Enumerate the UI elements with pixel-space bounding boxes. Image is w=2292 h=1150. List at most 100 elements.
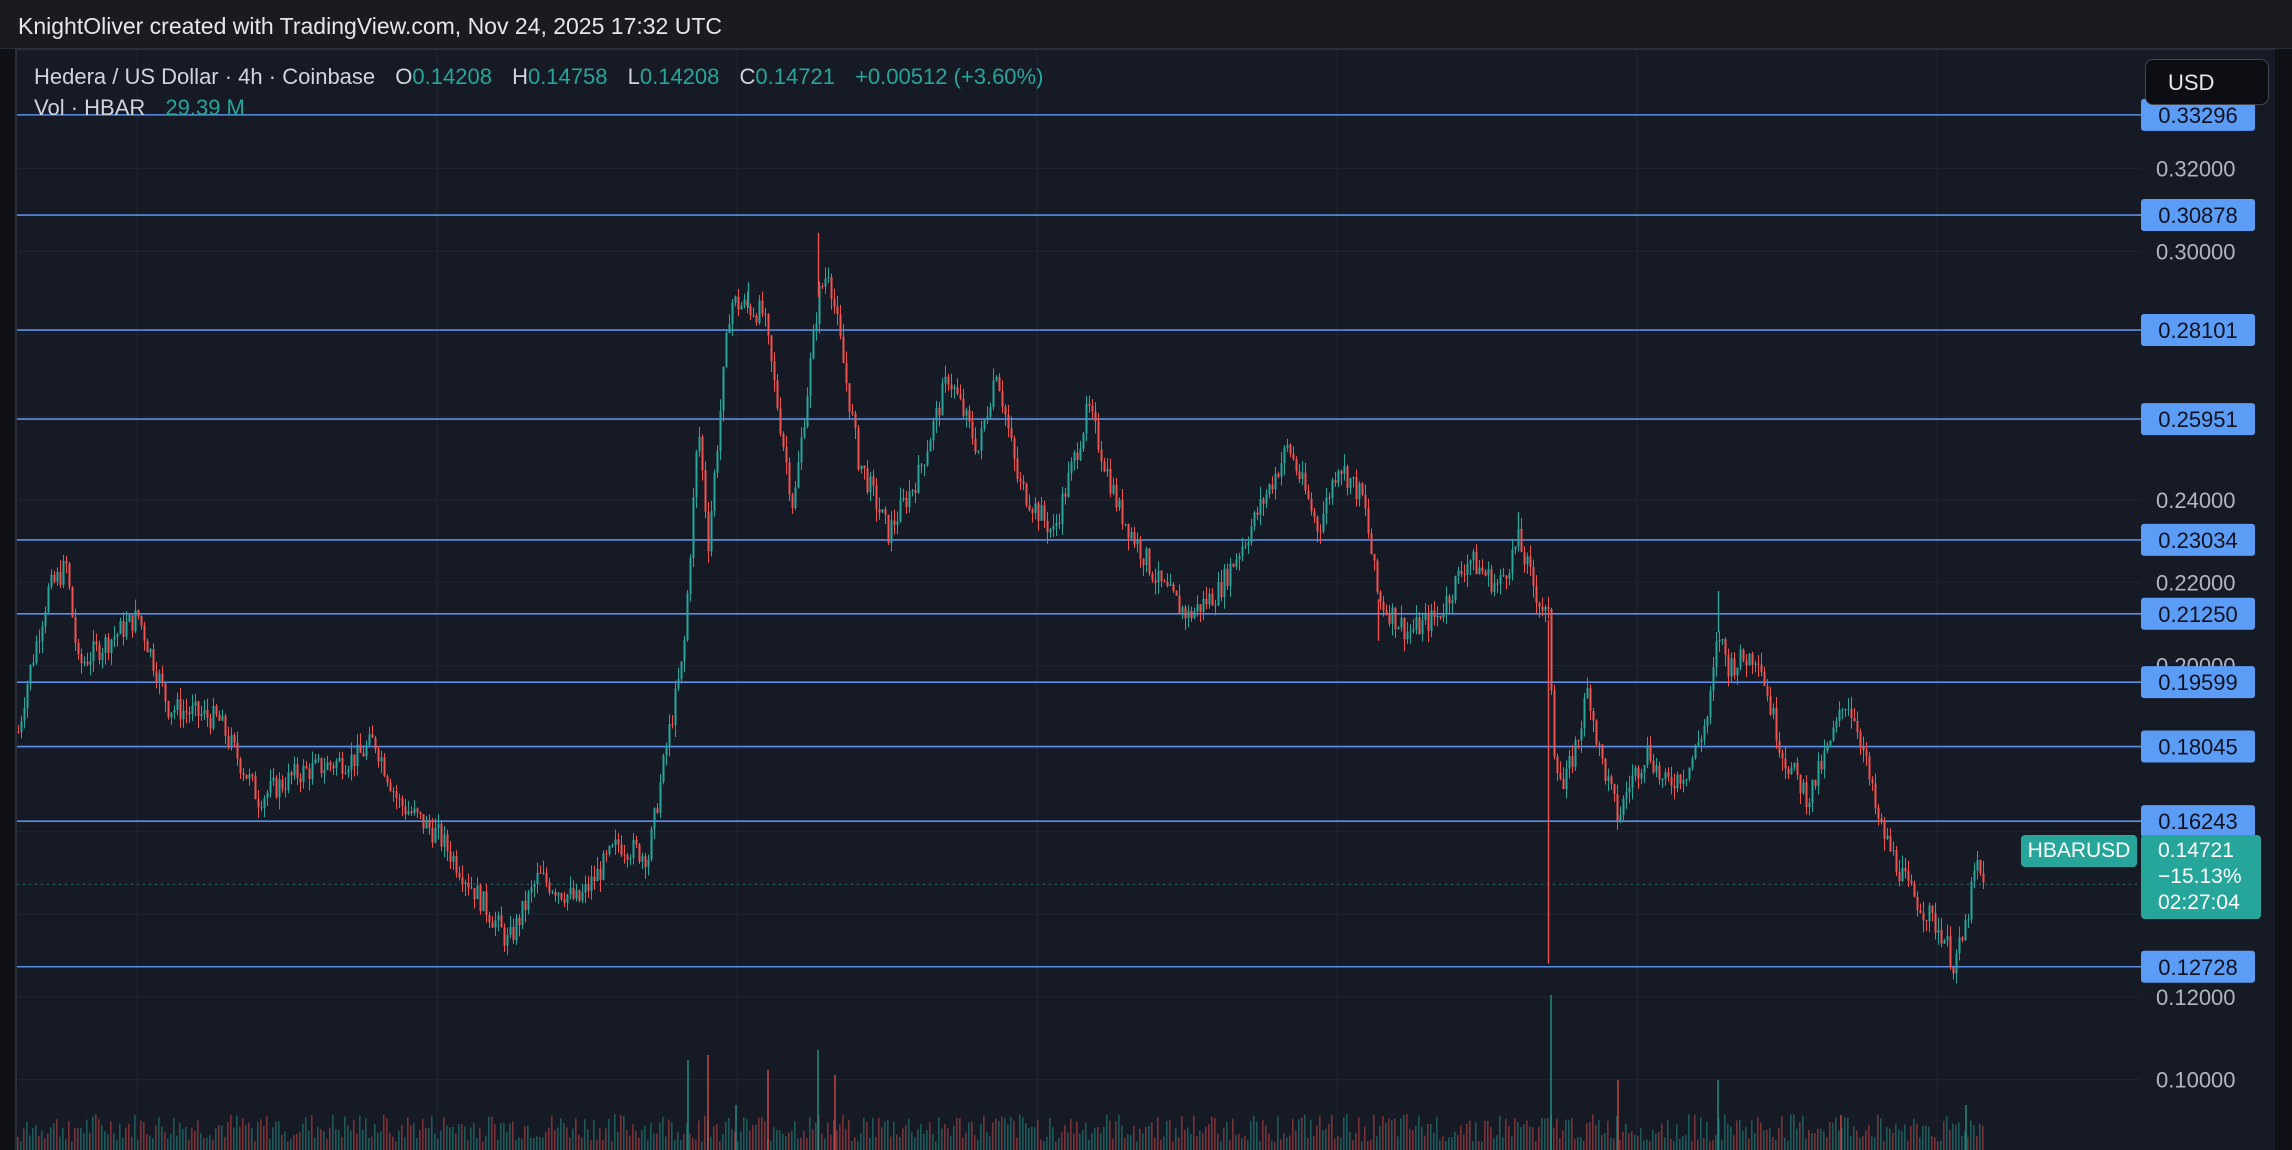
candle-body (1145, 548, 1148, 566)
candle-body (494, 920, 497, 928)
candle-body (1844, 709, 1847, 711)
volume-bar (1364, 1126, 1366, 1150)
candle-body (1226, 568, 1229, 586)
candle-body (464, 882, 467, 885)
volume-bar (1061, 1132, 1063, 1150)
candle-body (713, 472, 716, 511)
candle-body (1868, 756, 1871, 780)
volume-bar (1382, 1115, 1384, 1150)
volume-bar (86, 1119, 88, 1150)
volume-bar (1295, 1130, 1297, 1150)
price-tick-label: 0.32000 (2156, 157, 2236, 182)
candle-body (83, 661, 86, 664)
volume-bar (683, 1134, 685, 1150)
volume-bar (1463, 1134, 1465, 1150)
candle-body (893, 520, 896, 526)
candle-body (491, 922, 494, 928)
candle-body (1103, 461, 1106, 472)
volume-bar (17, 1136, 19, 1150)
volume-bar (1169, 1119, 1171, 1150)
candle-body (923, 464, 926, 466)
candle-body (971, 421, 974, 439)
volume-bar (1376, 1136, 1378, 1150)
candle-body (188, 712, 191, 715)
candle-body (449, 851, 452, 862)
candle-body (1628, 787, 1631, 793)
candle-body (1316, 517, 1319, 532)
volume-bar (1241, 1138, 1243, 1150)
candle-body (1811, 779, 1814, 803)
candle-body (1949, 936, 1952, 968)
volume-bar (449, 1127, 451, 1150)
symbol-legend[interactable]: Hedera / US Dollar · 4h · Coinbase O0.14… (34, 64, 1043, 90)
candle-body (1244, 545, 1247, 547)
volume-bar (422, 1119, 424, 1150)
volume-bar (1658, 1132, 1660, 1150)
candle-body (1274, 473, 1277, 490)
volume-bar (521, 1138, 523, 1150)
volume-bar (1085, 1123, 1087, 1150)
volume-bar (1232, 1118, 1234, 1150)
candle-body (1151, 573, 1154, 581)
candle-body (1139, 540, 1142, 559)
candle-body (101, 652, 104, 660)
candle-body (233, 734, 236, 743)
candle-body (785, 447, 788, 463)
price-chart[interactable]: 0.320000.300000.240000.220000.200000.120… (17, 50, 2275, 1150)
candle-body (863, 465, 866, 469)
volume-bar (1961, 1135, 1963, 1150)
volume-bar (965, 1132, 967, 1150)
volume-bar (563, 1123, 565, 1150)
volume-bar (578, 1134, 580, 1150)
volume-bar (1226, 1121, 1228, 1150)
candle-body (767, 314, 770, 336)
candle-body (1193, 611, 1196, 619)
volume-bar (158, 1116, 160, 1150)
candle-body (1484, 571, 1487, 576)
volume-bar (1652, 1130, 1654, 1150)
volume-bar (1277, 1116, 1279, 1150)
candle-body (479, 885, 482, 912)
volume-bar (1556, 1118, 1558, 1150)
candle-body (1280, 463, 1283, 477)
candle-body (755, 315, 758, 323)
candle-body (1652, 760, 1655, 773)
volume-bar (1328, 1124, 1330, 1150)
volume-bar (1661, 1123, 1663, 1150)
volume-legend[interactable]: Vol · HBAR 29.39 M (34, 95, 245, 121)
currency-button[interactable]: USD (2145, 59, 2269, 105)
volume-bar (1130, 1134, 1132, 1150)
candle-body (1526, 556, 1529, 565)
volume-bar (1388, 1118, 1390, 1150)
candle-body (35, 641, 38, 663)
candle-body (95, 641, 98, 645)
volume-bar (536, 1136, 538, 1150)
candle-body (281, 779, 284, 789)
volume-bar (1724, 1114, 1726, 1150)
candle-body (899, 499, 902, 522)
volume-bar (1589, 1122, 1591, 1150)
candle-body (1724, 639, 1727, 655)
candle-body (56, 571, 59, 582)
volume-bar (245, 1125, 247, 1150)
volume-bar (458, 1124, 460, 1150)
candle-body (440, 823, 443, 847)
volume-bar (215, 1128, 217, 1150)
volume-bar (1484, 1120, 1486, 1150)
volume-bar (1181, 1115, 1183, 1150)
candle-body (1466, 563, 1469, 576)
volume-bar (1631, 1131, 1633, 1150)
volume-bar (1955, 1125, 1957, 1150)
candle-body (668, 724, 671, 748)
volume-bar (365, 1117, 367, 1150)
volume-bar (56, 1119, 58, 1150)
volume-bar (914, 1137, 916, 1150)
candle-body (1544, 606, 1547, 611)
chart-panel[interactable]: 0.32000 0.30000 0.24000 0.22000 0.20000 0.120… (15, 49, 2275, 1150)
price-tick-label: 0.10000 (2156, 1068, 2236, 1093)
candle-body (296, 764, 299, 778)
candle-body (1751, 653, 1754, 665)
candle-body (29, 665, 32, 685)
candle-body (1616, 794, 1619, 821)
candle-body (1373, 554, 1376, 561)
